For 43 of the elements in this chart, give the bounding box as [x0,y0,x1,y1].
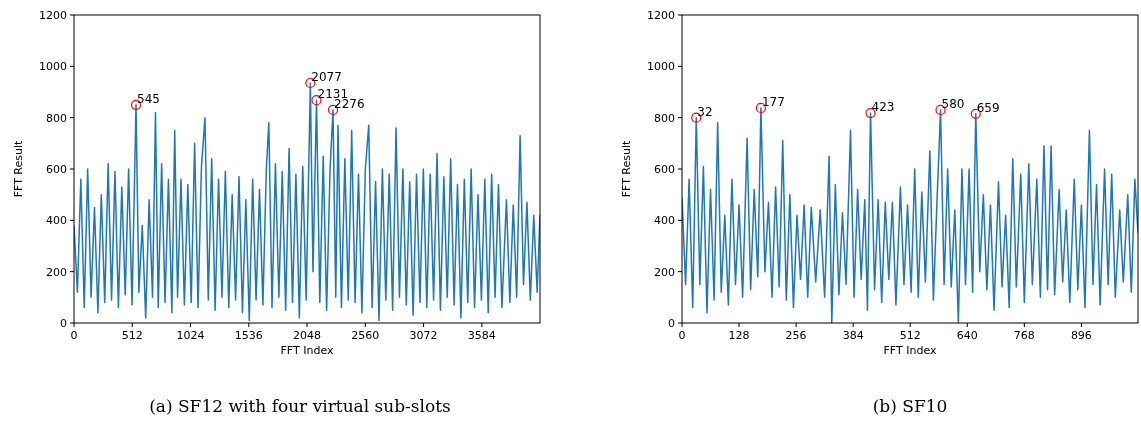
x-tick-label: 0 [70,329,78,342]
text: (b) SF10 [872,396,948,416]
y-tick-label: 600 [654,163,675,176]
annotation: 2077 [311,70,342,85]
x-tick-label: 128 [728,329,750,342]
annotation: 659 [976,100,1000,115]
x-tick-label: 384 [842,329,864,342]
x-tick-label: 3072 [409,329,438,342]
x-tick-label: 256 [785,329,807,342]
y-tick-label: 800 [46,111,67,125]
x-tick-label: 2048 [293,329,322,342]
annotation: 580 [941,96,965,111]
y-tick-label: 800 [654,111,675,125]
y-tick-label: 600 [46,163,67,176]
annotation: 32 [697,104,713,119]
x-tick-label: 2560 [351,329,380,342]
x-tick-label: 768 [1013,329,1035,342]
y-tick-label: 1000 [39,60,67,74]
x-tick-label: 0 [678,329,686,342]
annotation: 423 [871,100,895,115]
text: (a) SF12 with four virtual sub-slots [149,396,451,416]
x-tick-label: 1024 [176,329,205,342]
y-tick-label: 0 [668,317,675,330]
x-tick-label: 512 [899,329,921,342]
y-axis-title: FFT Result [620,139,633,198]
x-tick-label: 640 [956,329,978,342]
y-tick-label: 1200 [39,9,67,22]
x-tick-label: 3584 [467,329,496,342]
y-tick-label: 1200 [647,9,675,22]
y-tick-label: 0 [60,317,67,330]
annotation: 545 [137,91,160,106]
y-tick-label: 1000 [647,60,675,74]
annotation: 177 [761,94,785,109]
x-tick-label: 512 [121,329,143,342]
x-tick-label: 896 [1070,329,1092,342]
y-tick-label: 400 [654,214,675,228]
x-tick-label: 1536 [234,329,263,342]
y-axis-title: FFT Result [12,139,25,198]
x-axis-title: FFT Index [883,344,937,357]
y-tick-label: 200 [46,265,67,279]
x-axis-title: FFT Index [280,344,334,357]
y-tick-label: 200 [654,265,675,279]
y-tick-label: 400 [46,214,67,228]
